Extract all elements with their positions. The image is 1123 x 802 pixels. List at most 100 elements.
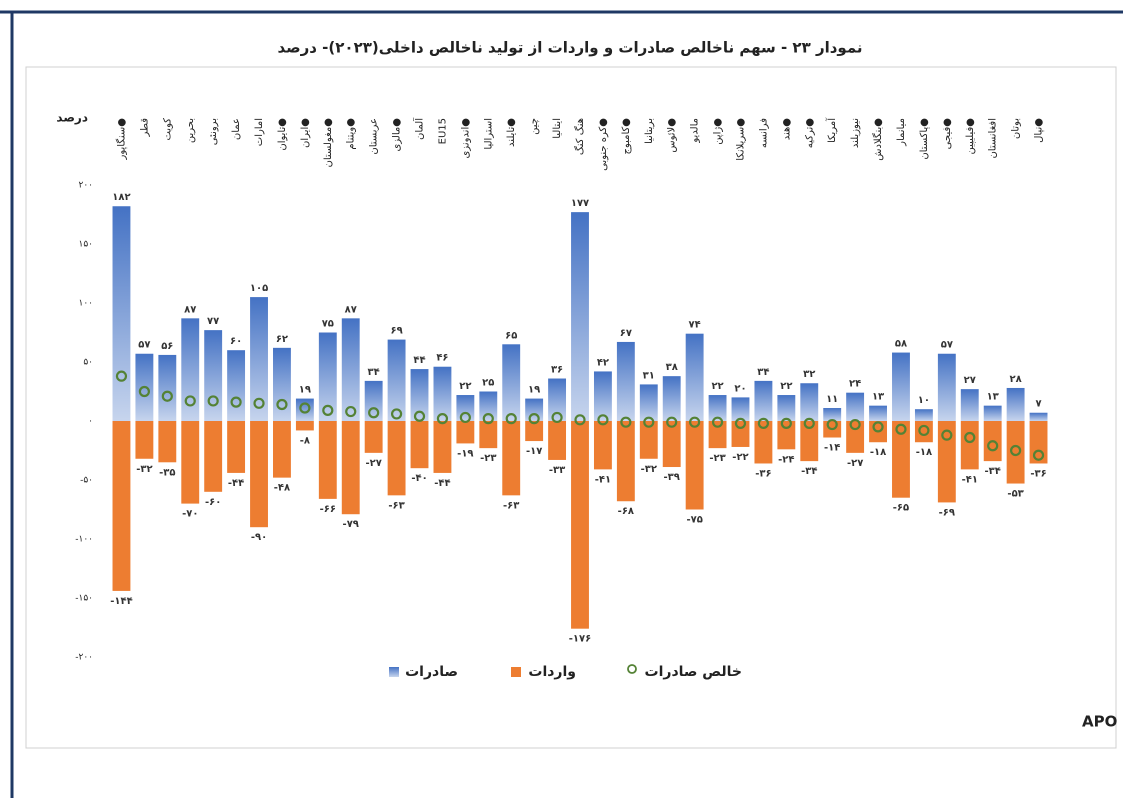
x-tick-label: استرالیا bbox=[483, 118, 494, 150]
net-export-marker bbox=[459, 411, 471, 424]
export-value-label: ۶۷ bbox=[620, 328, 632, 339]
export-bar bbox=[685, 333, 704, 421]
import-bar bbox=[846, 421, 865, 453]
import-value-label: -۴۴ bbox=[434, 478, 450, 489]
export-value-label: ۲۲ bbox=[459, 381, 471, 392]
net-export-marker bbox=[1010, 444, 1022, 457]
import-value-label: -۷۹ bbox=[343, 519, 359, 530]
export-bar bbox=[227, 350, 246, 421]
import-value-label: -۳۳ bbox=[549, 465, 565, 476]
import-bar bbox=[456, 421, 475, 444]
export-value-label: ۱۱ bbox=[826, 394, 838, 405]
x-tick-label: چین bbox=[529, 118, 540, 135]
export-bar bbox=[960, 389, 979, 421]
net-export-marker bbox=[413, 410, 426, 422]
import-bar bbox=[341, 421, 360, 515]
export-bar bbox=[479, 391, 498, 421]
import-value-label: -۱۸ bbox=[916, 447, 932, 458]
export-bar bbox=[869, 405, 887, 421]
export-value-label: ۷۴ bbox=[689, 320, 701, 331]
import-value-label: -۶۸ bbox=[618, 506, 634, 517]
export-bar bbox=[112, 206, 131, 421]
export-value-label: ۱۸۲ bbox=[112, 192, 130, 203]
net-export-marker bbox=[711, 416, 724, 428]
import-value-label: -۳۴ bbox=[801, 466, 817, 477]
x-tick-label: تایلند● bbox=[506, 118, 517, 147]
import-value-label: -۳۹ bbox=[664, 472, 680, 483]
legend-swatch bbox=[389, 667, 399, 677]
net-export-marker bbox=[1032, 449, 1045, 461]
import-value-label: -۴۸ bbox=[274, 483, 290, 494]
x-tick-label: سریلانکا● bbox=[735, 118, 746, 161]
x-tick-label: ویتنام● bbox=[346, 118, 357, 150]
export-value-label: ۶۲ bbox=[276, 334, 288, 345]
import-value-label: -۵۳ bbox=[1007, 489, 1023, 500]
y-tick-label: ۰ bbox=[88, 417, 93, 427]
export-bar bbox=[937, 353, 956, 421]
legend-swatch bbox=[511, 667, 521, 677]
y-axis-label: درصد bbox=[56, 111, 88, 125]
net-export-marker bbox=[666, 416, 678, 428]
import-bar bbox=[754, 421, 773, 464]
export-value-label: ۲۰ bbox=[734, 383, 746, 394]
net-export-marker bbox=[482, 413, 494, 425]
export-bar bbox=[914, 409, 933, 421]
export-value-label: ۲۲ bbox=[780, 381, 792, 392]
import-bar bbox=[937, 421, 956, 503]
import-value-label: -۹۰ bbox=[251, 532, 267, 543]
y-tick-label: -۵۰ bbox=[80, 476, 93, 486]
export-bar bbox=[846, 392, 865, 421]
export-value-label: ۱۹ bbox=[299, 385, 311, 396]
export-bar bbox=[364, 380, 383, 421]
import-bar bbox=[571, 421, 589, 629]
x-tick-label: سنگاپور● bbox=[115, 118, 127, 161]
export-bar bbox=[548, 378, 567, 421]
net-export-marker bbox=[620, 416, 632, 428]
net-export-marker bbox=[849, 418, 861, 431]
net-export-marker bbox=[161, 390, 173, 402]
import-bar bbox=[204, 421, 223, 492]
x-tick-label: اندونزی● bbox=[460, 118, 471, 159]
export-bar bbox=[708, 395, 727, 421]
net-export-marker bbox=[918, 424, 930, 437]
import-value-label: -۲۳ bbox=[709, 453, 725, 464]
x-tick-label: فیلیپین● bbox=[965, 118, 976, 155]
net-export-marker bbox=[345, 405, 357, 418]
x-tick-label: مالدیو bbox=[690, 118, 701, 144]
import-value-label: -۳۲ bbox=[641, 464, 657, 475]
export-bar bbox=[571, 212, 589, 421]
import-bar bbox=[800, 421, 819, 462]
export-bar bbox=[525, 398, 544, 421]
export-bar bbox=[662, 376, 681, 421]
x-tick-label: افغانستان bbox=[988, 118, 999, 159]
import-value-label: -۴۴ bbox=[228, 478, 244, 489]
y-tick-label: ۱۰۰ bbox=[78, 299, 93, 309]
legend-marker bbox=[627, 664, 637, 674]
export-value-label: ۱۷۷ bbox=[571, 198, 589, 209]
import-value-label: -۱۷ bbox=[526, 446, 542, 457]
y-tick-label: ۵۰ bbox=[83, 358, 93, 368]
net-export-marker bbox=[322, 404, 334, 416]
chart-box bbox=[25, 66, 1117, 749]
net-export-marker bbox=[689, 416, 701, 428]
export-value-label: ۳۶ bbox=[551, 365, 563, 376]
net-export-marker bbox=[597, 414, 609, 426]
import-value-label: -۶۶ bbox=[320, 504, 336, 515]
import-value-label: -۷۵ bbox=[686, 515, 702, 526]
import-bar bbox=[433, 421, 452, 473]
import-value-label: -۷۰ bbox=[182, 509, 198, 520]
export-bar bbox=[181, 318, 200, 421]
export-value-label: ۵۶ bbox=[161, 341, 173, 352]
x-tick-label: قطر bbox=[139, 118, 150, 138]
net-export-marker bbox=[574, 414, 586, 426]
x-tick-label: بنگلادش● bbox=[872, 118, 884, 161]
export-value-label: ۸۷ bbox=[345, 304, 357, 315]
x-tick-label: لائوس● bbox=[667, 118, 678, 153]
import-value-label: -۱۴۴ bbox=[110, 596, 132, 607]
export-bar bbox=[502, 344, 521, 421]
export-bar bbox=[823, 408, 842, 421]
net-export-marker bbox=[299, 402, 311, 414]
export-value-label: ۶۵ bbox=[505, 330, 517, 341]
export-value-label: ۲۸ bbox=[1010, 374, 1022, 385]
